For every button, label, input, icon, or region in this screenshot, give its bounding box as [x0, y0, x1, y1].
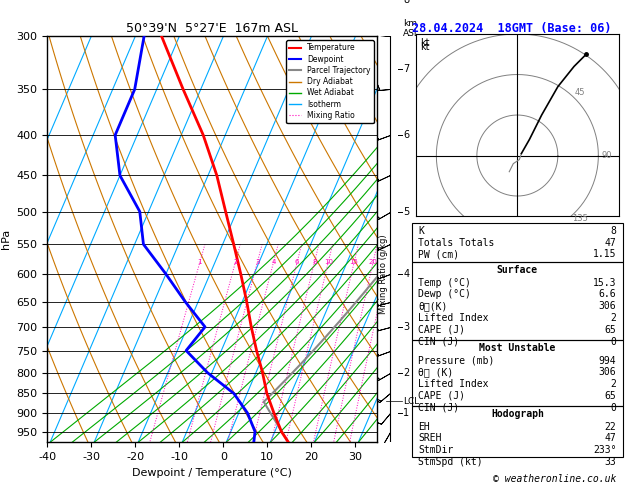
Text: Mixing Ratio (g/kg): Mixing Ratio (g/kg) [379, 234, 388, 314]
Text: 6: 6 [403, 130, 409, 140]
Text: 28.04.2024  18GMT (Base: 06): 28.04.2024 18GMT (Base: 06) [412, 22, 611, 35]
Text: Temp (°C): Temp (°C) [418, 278, 471, 288]
Text: 47: 47 [604, 238, 616, 248]
Text: θᴇ(K): θᴇ(K) [418, 301, 448, 312]
Text: 306: 306 [599, 367, 616, 377]
Text: CIN (J): CIN (J) [418, 337, 459, 347]
Y-axis label: hPa: hPa [1, 229, 11, 249]
Text: 135: 135 [572, 214, 588, 223]
Text: StmDir: StmDir [418, 445, 454, 455]
Text: 5: 5 [403, 207, 409, 217]
Bar [412, 340, 623, 406]
Legend: Temperature, Dewpoint, Parcel Trajectory, Dry Adiabat, Wet Adiabat, Isotherm, Mi: Temperature, Dewpoint, Parcel Trajectory… [286, 40, 374, 123]
Text: kt: kt [420, 38, 430, 48]
Text: 2: 2 [611, 379, 616, 389]
Text: θᴇ (K): θᴇ (K) [418, 367, 454, 377]
Text: 7: 7 [403, 64, 409, 74]
Text: 10: 10 [324, 260, 333, 265]
Text: StmSpd (kt): StmSpd (kt) [418, 457, 483, 467]
Text: Totals Totals: Totals Totals [418, 238, 494, 248]
Text: 3: 3 [255, 260, 260, 265]
Text: 4: 4 [271, 260, 276, 265]
Text: 2: 2 [233, 260, 238, 265]
Text: 65: 65 [604, 391, 616, 401]
Text: 4: 4 [403, 269, 409, 279]
Bar [412, 262, 623, 340]
Text: Most Unstable: Most Unstable [479, 343, 555, 352]
Text: 47: 47 [604, 434, 616, 443]
Text: 2: 2 [611, 313, 616, 323]
Text: 6.6: 6.6 [599, 290, 616, 299]
Bar [412, 224, 623, 262]
Text: 2: 2 [403, 368, 409, 378]
Text: Surface: Surface [497, 265, 538, 275]
Text: 8: 8 [312, 260, 316, 265]
Text: 233°: 233° [593, 445, 616, 455]
Text: 994: 994 [599, 356, 616, 365]
Text: LCL: LCL [403, 397, 420, 406]
Text: 45: 45 [575, 88, 586, 97]
X-axis label: Dewpoint / Temperature (°C): Dewpoint / Temperature (°C) [132, 468, 292, 478]
Text: Pressure (mb): Pressure (mb) [418, 356, 494, 365]
Text: 0: 0 [611, 403, 616, 413]
Text: 3: 3 [403, 322, 409, 332]
Text: CIN (J): CIN (J) [418, 403, 459, 413]
Text: 20: 20 [369, 260, 377, 265]
Text: Hodograph: Hodograph [491, 409, 544, 418]
Text: 8: 8 [403, 0, 409, 5]
Text: 90: 90 [601, 151, 611, 160]
Title: 50°39'N  5°27'E  167m ASL: 50°39'N 5°27'E 167m ASL [126, 22, 298, 35]
Text: K: K [418, 226, 424, 236]
Text: Dewp (°C): Dewp (°C) [418, 290, 471, 299]
Text: 15: 15 [350, 260, 359, 265]
Text: PW (cm): PW (cm) [418, 249, 459, 260]
Text: 0: 0 [611, 337, 616, 347]
Text: 6: 6 [295, 260, 299, 265]
Text: Lifted Index: Lifted Index [418, 379, 489, 389]
Text: 33: 33 [604, 457, 616, 467]
Text: © weatheronline.co.uk: © weatheronline.co.uk [493, 473, 616, 484]
Text: CAPE (J): CAPE (J) [418, 391, 465, 401]
Bar [412, 406, 623, 457]
Text: SREH: SREH [418, 434, 442, 443]
Text: kt: kt [420, 42, 430, 52]
Text: EH: EH [418, 421, 430, 432]
Text: 8: 8 [611, 226, 616, 236]
Text: 1: 1 [403, 408, 409, 418]
Text: 15.3: 15.3 [593, 278, 616, 288]
Text: 22: 22 [604, 421, 616, 432]
Text: 1.15: 1.15 [593, 249, 616, 260]
Text: km
ASL: km ASL [403, 19, 420, 38]
Text: 1: 1 [198, 260, 202, 265]
Text: 65: 65 [604, 325, 616, 335]
Text: Lifted Index: Lifted Index [418, 313, 489, 323]
Text: 306: 306 [599, 301, 616, 312]
Text: CAPE (J): CAPE (J) [418, 325, 465, 335]
